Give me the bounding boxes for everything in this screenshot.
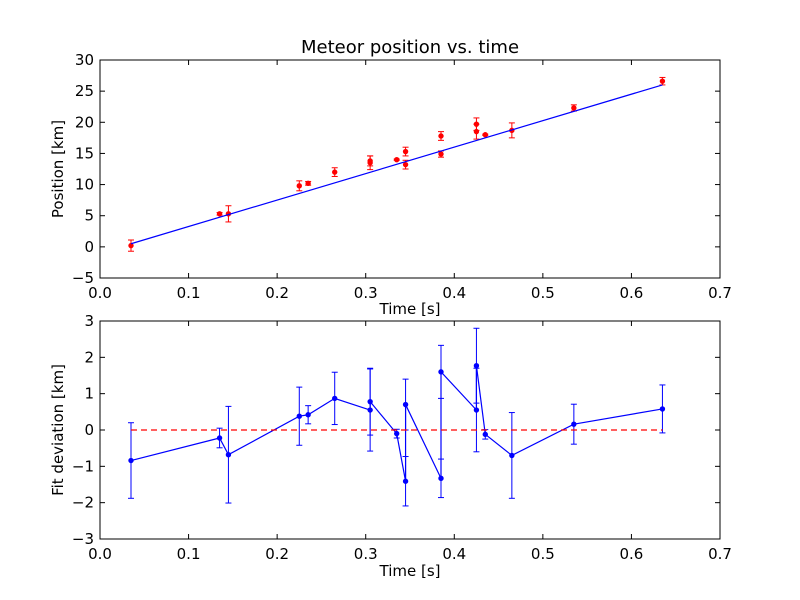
position-ytick-label: 5 [84, 207, 94, 225]
deviation-plot-marks [128, 327, 666, 507]
deviation-xtick-label: 0.1 [177, 545, 201, 563]
deviation-ytick-label: 3 [84, 312, 94, 330]
position-xtick-label: 0.1 [177, 284, 201, 302]
position-plot: Meteor position vs. time 0.0 0.1 0.2 0.3 0.4… [49, 37, 732, 318]
deviation-xtick-label: 0.6 [619, 545, 643, 563]
deviation-data-point [659, 406, 666, 412]
position-ytick-label: 10 [75, 176, 94, 194]
position-data-point [128, 242, 134, 249]
deviation-xtick-label: 0.2 [265, 545, 289, 563]
position-ytick-label: 30 [75, 51, 94, 69]
deviation-ytick-label: 1 [84, 385, 94, 403]
deviation-data-point [225, 452, 232, 458]
position-ytick-label: 15 [75, 144, 94, 162]
deviation-ytick-label: 0 [84, 421, 94, 439]
position-data-point [332, 169, 338, 175]
position-xtick-label: 0.7 [708, 284, 732, 302]
deviation-plot-ticks: 0.0 0.1 0.2 0.3 0.4 0.5 0.6 0.7 −3 −2 −1 0 1 2 3 [72, 312, 732, 563]
position-data-point [216, 211, 223, 217]
deviation-ytick-label: −2 [72, 494, 94, 512]
deviation-data-point [128, 457, 134, 464]
position-data-point [402, 161, 409, 168]
position-data-point [402, 148, 409, 155]
position-plot-ticks: 0.0 0.1 0.2 0.3 0.4 0.5 0.6 0.7 −5 0 5 10 15 20 25 30 [72, 51, 732, 302]
position-ytick-label: −5 [72, 269, 94, 287]
deviation-data-point [473, 407, 480, 413]
position-plot-marks [128, 76, 666, 252]
deviation-xtick-label: 0.7 [708, 545, 732, 563]
deviation-plot-ylabel: Fit deviation [km] [49, 364, 67, 496]
deviation-data-point [438, 475, 444, 482]
position-data-point [482, 132, 488, 138]
deviation-data-point [438, 369, 444, 375]
position-ytick-label: 25 [75, 82, 94, 100]
deviation-data-point [367, 398, 373, 405]
position-plot-xlabel: Time [s] [379, 300, 441, 318]
position-xtick-label: 0.2 [265, 284, 289, 302]
position-xtick-label: 0.4 [442, 284, 466, 302]
position-data-point [438, 151, 444, 157]
deviation-data-point [305, 412, 311, 418]
position-data-point [438, 133, 444, 139]
position-fit-line [130, 84, 663, 245]
position-data-point [473, 121, 480, 127]
position-xtick-label: 0.3 [354, 284, 378, 302]
deviation-ytick-label: −3 [72, 530, 94, 548]
position-ytick-label: 0 [84, 238, 94, 256]
position-data-point [305, 180, 311, 187]
position-ytick-label: 20 [75, 113, 94, 131]
deviation-plot-xlabel: Time [s] [379, 562, 441, 580]
deviation-xtick-label: 0.0 [88, 545, 112, 563]
deviation-xtick-label: 0.5 [531, 545, 555, 563]
deviation-ytick-label: 2 [84, 348, 94, 366]
deviation-plot: 0.0 0.1 0.2 0.3 0.4 0.5 0.6 0.7 −3 −2 −1 0 1 2 3 Time … [49, 312, 732, 580]
position-plot-ylabel: Position [km] [49, 120, 67, 218]
position-plot-frame [99, 59, 721, 279]
deviation-xtick-label: 0.4 [442, 545, 466, 563]
position-xtick-label: 0.5 [531, 284, 555, 302]
deviation-data-point [394, 430, 400, 437]
position-data-point [296, 183, 302, 189]
position-data-point [394, 156, 400, 163]
position-data-point [367, 158, 373, 164]
chart-title: Meteor position vs. time [301, 37, 519, 58]
deviation-data-point [296, 413, 302, 419]
deviation-xtick-label: 0.3 [354, 545, 378, 563]
deviation-data-point [332, 395, 338, 402]
deviation-data-point [402, 478, 409, 484]
position-xtick-label: 0.6 [619, 284, 643, 302]
deviation-data-point [571, 421, 577, 427]
position-data-point [659, 78, 666, 84]
deviation-data-point [402, 401, 409, 408]
deviation-ytick-label: −1 [72, 457, 94, 475]
position-xtick-label: 0.0 [88, 284, 112, 302]
deviation-data-point [509, 452, 515, 459]
position-data-point [571, 105, 577, 111]
deviation-data-point [216, 435, 223, 441]
deviation-data-point [473, 362, 480, 369]
deviation-data-point [482, 431, 488, 438]
